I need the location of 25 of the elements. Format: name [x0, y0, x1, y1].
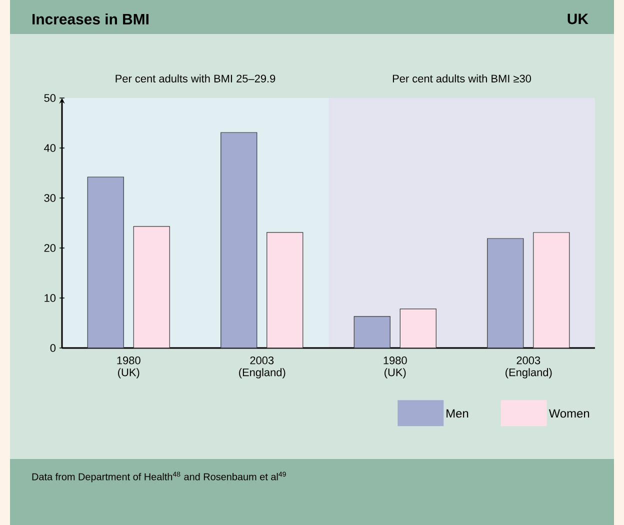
text: Increases in BMI: [32, 14, 148, 24]
bar: [266, 232, 304, 348]
y-tick-label: 0: [50, 344, 56, 352]
legend-label: Men: [446, 409, 468, 418]
x-tick-label: 1980 (UK): [384, 356, 407, 378]
bar: [87, 176, 124, 348]
y-tick-label: 40: [44, 144, 56, 152]
chart-title: Per cent adults with BMI ≥30: [392, 74, 532, 82]
bar: [354, 316, 390, 348]
text: Data from Department of Health$^{48}$ and Rosenbaum et al$^{49}$: [32, 472, 286, 482]
bar: [133, 226, 170, 348]
chart-title: Per cent adults with BMI 25–29.9: [116, 74, 276, 82]
x-tick-label: 2003 (England): [239, 356, 286, 378]
y-tick-label: 10: [44, 294, 56, 302]
y-tick-label: 50: [44, 94, 56, 102]
bar: [220, 132, 258, 348]
bar: [487, 238, 524, 348]
bar: [533, 232, 570, 348]
y-tick-label: 30: [44, 194, 56, 202]
legend-label: Women: [548, 409, 590, 418]
text: UK: [568, 14, 588, 24]
x-tick-label: 2003 (England): [506, 356, 552, 378]
bar: [400, 308, 436, 348]
y-tick-label: 20: [44, 244, 56, 252]
x-tick-label: 1980 (UK): [117, 356, 140, 378]
